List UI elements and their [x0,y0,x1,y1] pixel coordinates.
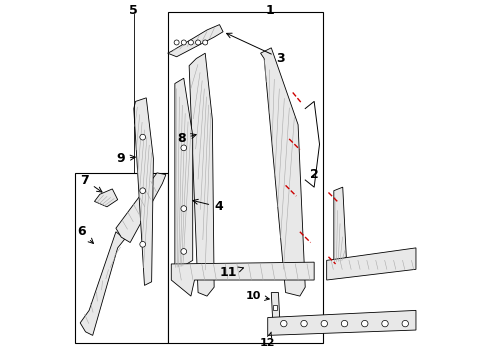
Text: 5: 5 [129,4,138,17]
Text: 7: 7 [80,174,102,192]
Polygon shape [260,48,305,296]
Polygon shape [134,98,153,285]
Circle shape [195,40,200,45]
Circle shape [188,40,193,45]
Circle shape [140,134,145,140]
Circle shape [401,320,407,327]
Polygon shape [333,187,346,262]
Polygon shape [116,173,165,243]
Circle shape [181,145,186,151]
Circle shape [140,188,145,194]
Circle shape [181,206,186,211]
Polygon shape [271,293,280,328]
Polygon shape [189,53,214,296]
Polygon shape [80,232,124,336]
Polygon shape [326,248,415,280]
Circle shape [181,249,186,254]
Text: 9: 9 [116,152,135,165]
Bar [272,305,276,310]
Polygon shape [94,189,118,207]
Circle shape [174,40,179,45]
Text: 3: 3 [226,33,285,65]
Circle shape [341,320,347,327]
Bar [75,173,167,342]
Polygon shape [171,262,313,296]
Text: 12: 12 [260,332,275,347]
Text: 2: 2 [309,168,318,181]
Text: 1: 1 [264,4,273,17]
Polygon shape [267,310,415,336]
Circle shape [321,320,327,327]
Circle shape [300,320,306,327]
Circle shape [181,40,186,45]
Circle shape [280,320,286,327]
Circle shape [361,320,367,327]
Text: 11: 11 [219,266,243,279]
Text: 4: 4 [192,199,223,213]
Text: 8: 8 [177,132,196,145]
Polygon shape [175,78,192,267]
Circle shape [140,242,145,247]
Circle shape [203,40,207,45]
Bar [167,12,323,342]
Text: 6: 6 [77,225,93,243]
Circle shape [381,320,387,327]
Text: 10: 10 [244,291,269,301]
Polygon shape [167,24,223,57]
